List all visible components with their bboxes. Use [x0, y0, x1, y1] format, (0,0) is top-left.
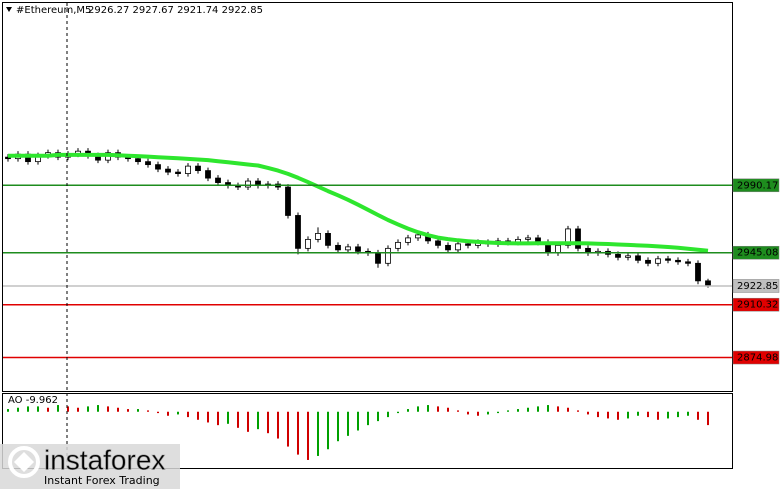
candle-body: [245, 180, 251, 188]
candle-body: [305, 238, 311, 249]
candle-body: [315, 233, 321, 240]
candle-body: [675, 259, 681, 263]
candle-body: [175, 171, 181, 175]
candle-body: [405, 237, 411, 243]
ao-title: AO -9.962: [8, 395, 58, 406]
marks: [3, 148, 733, 460]
main-pane-border: [2, 2, 733, 392]
candle-body: [295, 215, 301, 249]
candle-body: [355, 246, 361, 252]
candle-body: [635, 255, 641, 261]
candle-body: [165, 168, 171, 173]
candle-body: [205, 170, 211, 179]
candle-body: [455, 243, 461, 251]
level-label-bg: [732, 350, 780, 365]
candle-body: [695, 262, 701, 282]
watermark: instaforex Instant Forex Trading: [0, 444, 180, 489]
watermark-logo-mark: [14, 452, 34, 472]
candle-body: [335, 244, 341, 251]
candle-body: [525, 237, 531, 240]
candle-body: [625, 255, 631, 258]
level-label-bg: [732, 245, 780, 260]
candle-body: [645, 259, 651, 264]
candle-body: [145, 161, 151, 166]
ohlc: 2926.27 2927.67 2921.74 2922.85: [88, 5, 263, 16]
candle-body: [375, 252, 381, 264]
candle-body: [655, 258, 661, 264]
candle-body: [615, 253, 621, 258]
level-label-bg: [732, 279, 780, 293]
symbol: #Ethereum,M5: [16, 5, 91, 16]
candle-body: [575, 228, 581, 249]
candle-body: [565, 228, 571, 246]
level-label: 2945.08: [737, 248, 778, 259]
candle-body: [155, 164, 161, 170]
candle-body: [195, 165, 201, 172]
candle-body: [445, 244, 451, 251]
watermark-logo: [8, 446, 40, 478]
level-label: 2874.98: [737, 353, 778, 364]
candle-body: [215, 177, 221, 183]
candle-body: [385, 247, 391, 264]
level-label-bg: [732, 297, 780, 312]
level-label: 2922.85: [737, 281, 778, 292]
level-label-bg: [732, 178, 780, 193]
candle-body: [555, 244, 561, 254]
ao-pane-border: [2, 393, 733, 469]
candle-body: [325, 233, 331, 246]
candle-body: [285, 186, 291, 216]
candle-body: [465, 243, 471, 246]
candle-body: [685, 261, 691, 264]
candle-body: [135, 158, 141, 163]
level-label: 2990.17: [737, 180, 778, 191]
candle-body: [395, 241, 401, 249]
watermark-tagline: Instant Forex Trading: [44, 474, 160, 487]
candle-body: [185, 165, 191, 175]
candle-body: [415, 234, 421, 239]
candle-body: [435, 240, 441, 246]
level-label: 2910.32: [737, 300, 778, 311]
labels: 2990.17 2945.08 2922.85 2910.32 2874.98: [732, 178, 780, 365]
candle-body: [705, 280, 711, 287]
menu-arrow[interactable]: [6, 7, 12, 12]
watermark-name: instaforex: [44, 444, 165, 475]
candle-body: [345, 246, 351, 251]
moving-average: [8, 152, 709, 253]
candle-body: [665, 258, 671, 261]
